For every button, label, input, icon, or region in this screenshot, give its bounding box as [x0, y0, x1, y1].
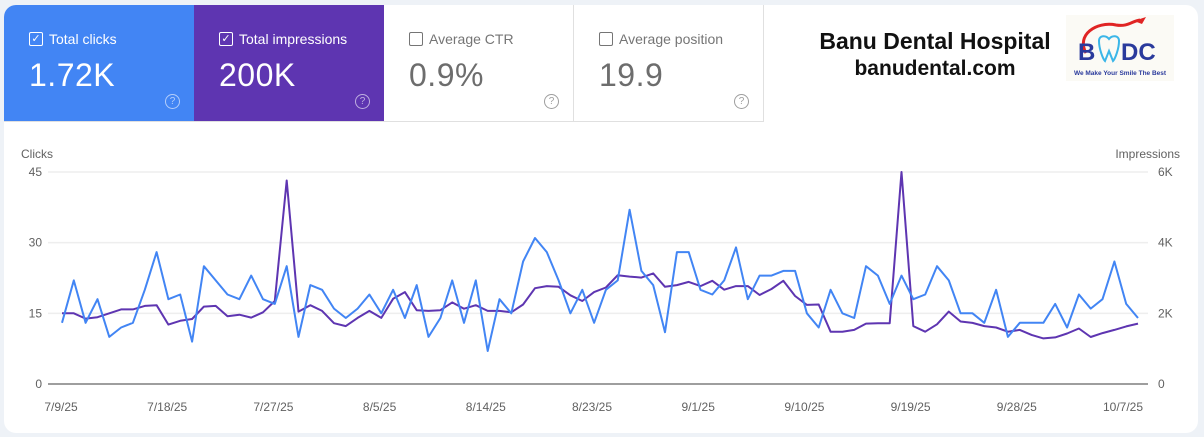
help-icon[interactable]: ? [165, 94, 180, 109]
x-tick-label: 9/1/25 [682, 400, 716, 414]
checkbox-unchecked-icon[interactable] [599, 32, 613, 46]
checkbox-checked-icon[interactable]: ✓ [219, 32, 233, 46]
brand-block: Banu Dental Hospital banudental.com [795, 28, 1075, 81]
x-tick-label: 8/14/25 [466, 400, 506, 414]
x-tick-label: 10/7/25 [1103, 400, 1143, 414]
y-right-tick-label: 6K [1158, 165, 1173, 179]
x-tick-label: 8/23/25 [572, 400, 612, 414]
y-left-tick-label: 30 [29, 236, 43, 250]
x-tick-label: 7/9/25 [44, 400, 78, 414]
metric-label: Average position [619, 31, 724, 47]
metric-value: 200K [219, 57, 296, 93]
metric-total-clicks[interactable]: ✓ Total clicks 1.72K ? [4, 5, 194, 121]
performance-card: ✓ Total clicks 1.72K ? ✓ Total impressions… [4, 5, 1198, 433]
metric-value: 19.9 [599, 57, 664, 93]
series-line-impressions [62, 171, 1139, 340]
x-tick-label: 8/5/25 [363, 400, 397, 414]
brand-logo: B DC We Make Your Smile The Best [1066, 15, 1174, 81]
x-tick-label: 7/27/25 [253, 400, 293, 414]
metric-average-position[interactable]: Average position 19.9 ? [574, 5, 764, 121]
series-line-clicks [61, 208, 1139, 352]
divider [4, 121, 764, 122]
y-right-tick-label: 4K [1158, 236, 1173, 250]
help-icon[interactable]: ? [734, 94, 749, 109]
brand-name: Banu Dental Hospital [819, 28, 1051, 54]
metric-average-ctr[interactable]: Average CTR 0.9% ? [384, 5, 574, 121]
metric-value: 1.72K [29, 57, 116, 93]
svg-text:B: B [1078, 39, 1095, 66]
metric-label: Average CTR [429, 31, 514, 47]
svg-text:DC: DC [1121, 39, 1156, 66]
metric-label: Total impressions [239, 31, 348, 47]
x-tick-label: 7/18/25 [147, 400, 187, 414]
x-tick-label: 9/10/25 [784, 400, 824, 414]
y-left-tick-label: 0 [35, 377, 42, 391]
y-left-tick-label: 45 [29, 165, 43, 179]
help-icon[interactable]: ? [355, 94, 370, 109]
checkbox-checked-icon[interactable]: ✓ [29, 32, 43, 46]
y-right-tick-label: 2K [1158, 306, 1173, 320]
x-tick-label: 9/28/25 [997, 400, 1037, 414]
help-icon[interactable]: ? [544, 94, 559, 109]
metric-label: Total clicks [49, 31, 117, 47]
tooth-logo-icon: B DC We Make Your Smile The Best [1074, 17, 1167, 77]
y-right-axis-title: Impressions [1115, 147, 1180, 161]
metric-total-impressions[interactable]: ✓ Total impressions 200K ? [194, 5, 384, 121]
checkbox-unchecked-icon[interactable] [409, 32, 423, 46]
y-left-axis-title: Clicks [21, 147, 53, 161]
svg-text:We Make Your Smile The Best: We Make Your Smile The Best [1074, 70, 1167, 77]
y-right-tick-label: 0 [1158, 377, 1165, 391]
metric-value: 0.9% [409, 57, 484, 93]
brand-site: banudental.com [854, 57, 1016, 80]
y-left-tick-label: 15 [29, 306, 43, 320]
x-tick-label: 9/19/25 [891, 400, 931, 414]
